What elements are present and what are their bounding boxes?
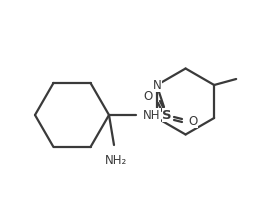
Text: N: N <box>153 78 161 91</box>
Text: O: O <box>189 115 198 128</box>
Text: NH₂: NH₂ <box>105 154 127 167</box>
Text: N: N <box>153 78 161 91</box>
Text: S: S <box>162 109 172 122</box>
Text: O: O <box>143 89 153 103</box>
Text: NH: NH <box>143 109 160 122</box>
